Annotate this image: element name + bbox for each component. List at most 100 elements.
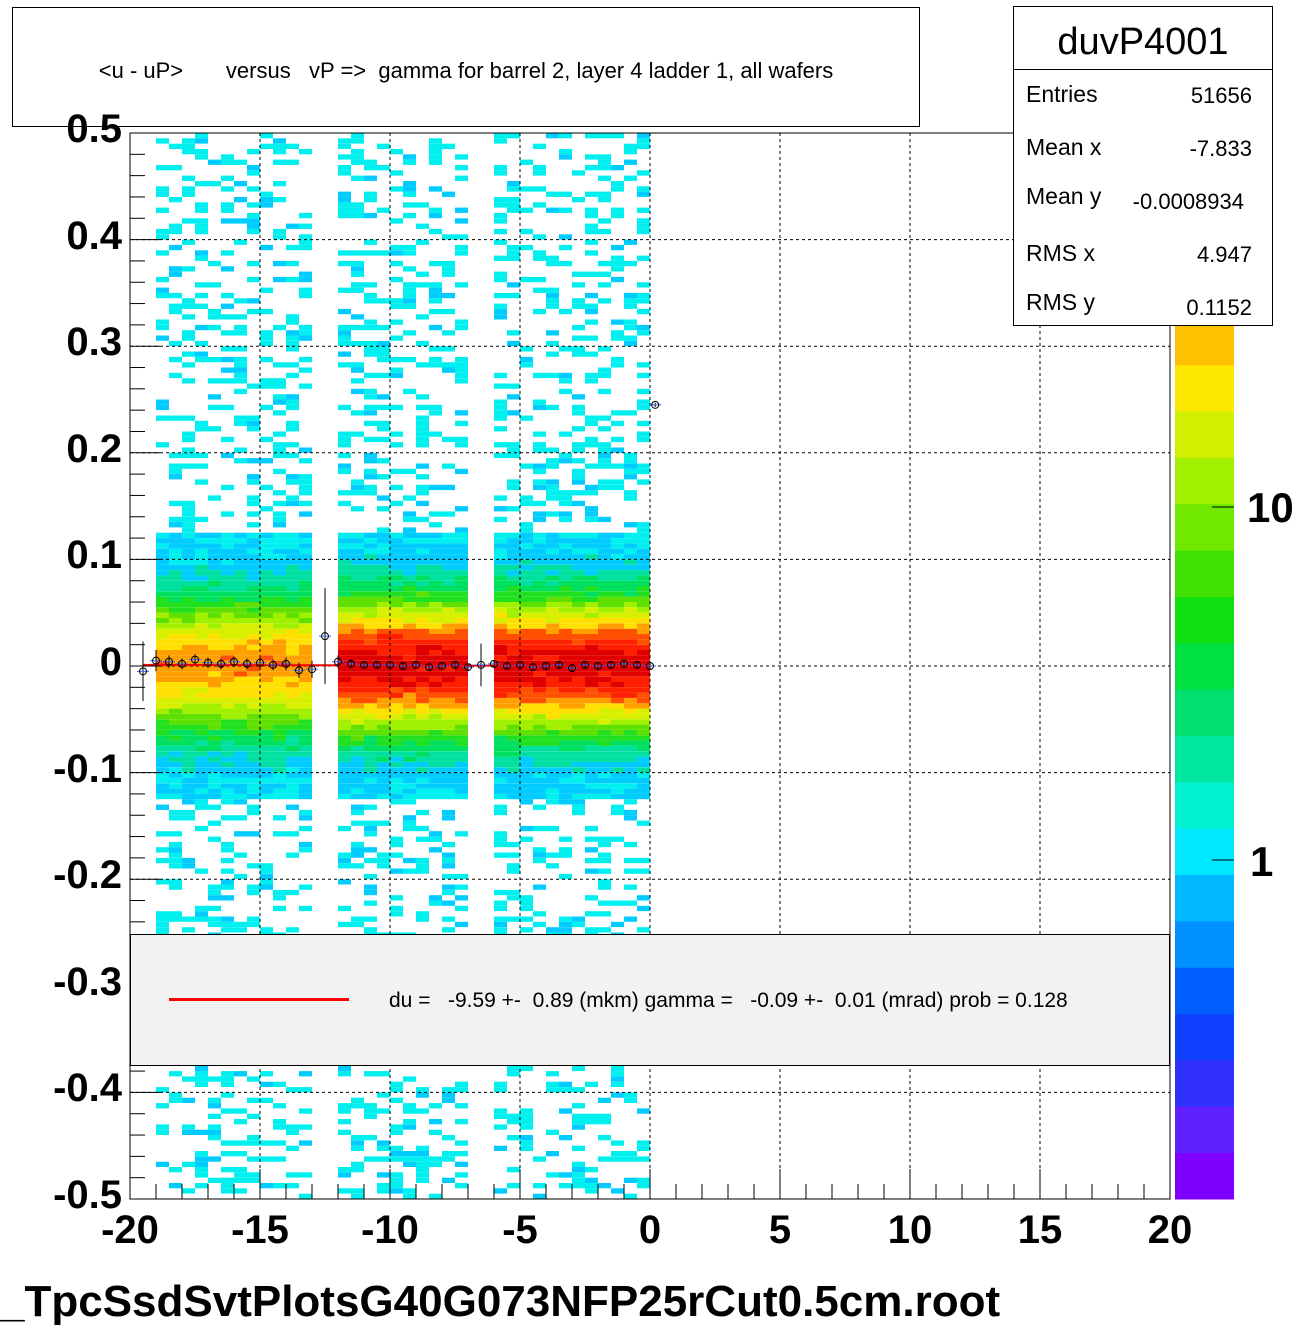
heat-cell bbox=[442, 271, 455, 277]
heat-cell bbox=[611, 570, 624, 576]
heat-cell bbox=[559, 708, 572, 714]
heat-cell bbox=[442, 143, 455, 149]
heat-cell bbox=[286, 538, 299, 544]
heat-cell bbox=[559, 260, 572, 267]
heat-cell bbox=[156, 703, 169, 709]
heat-cell bbox=[195, 250, 208, 256]
heat-cell bbox=[585, 591, 598, 597]
heat-cell bbox=[182, 1124, 195, 1130]
stat-value-rms-y: 0.1152 bbox=[1186, 295, 1252, 320]
heat-cell bbox=[624, 639, 637, 645]
heat-cell bbox=[351, 260, 364, 267]
heat-cell bbox=[182, 857, 195, 864]
heat-cell bbox=[247, 740, 260, 746]
heat-cell bbox=[273, 516, 286, 523]
heat-cell bbox=[390, 644, 403, 650]
heat-cell bbox=[156, 783, 169, 789]
heat-cell bbox=[559, 719, 572, 725]
heat-cell bbox=[169, 1092, 182, 1098]
heat-cell bbox=[351, 388, 364, 395]
heat-cell bbox=[390, 276, 403, 283]
heat-cell bbox=[559, 921, 572, 928]
heat-cell bbox=[559, 378, 572, 384]
heat-cell bbox=[455, 356, 468, 363]
heat-cell bbox=[559, 1183, 572, 1189]
heat-cell bbox=[585, 660, 598, 666]
heat-cell bbox=[286, 634, 299, 640]
heat-cell bbox=[247, 479, 260, 485]
heat-cell bbox=[273, 628, 286, 634]
heat-cell bbox=[403, 292, 416, 299]
heat-cell bbox=[156, 335, 169, 341]
heat-cell bbox=[247, 777, 260, 784]
heat-cell bbox=[533, 250, 546, 256]
heat-cell bbox=[234, 543, 247, 549]
heat-cell bbox=[403, 666, 416, 672]
heat-cell bbox=[208, 559, 221, 565]
heat-cell bbox=[390, 1151, 403, 1157]
heat-cell bbox=[611, 612, 624, 618]
heat-cell bbox=[494, 852, 507, 858]
heat-cell bbox=[351, 1103, 364, 1109]
heat-cell bbox=[273, 618, 286, 624]
heat-cell bbox=[598, 580, 611, 586]
heat-cell bbox=[299, 884, 312, 890]
heat-cell bbox=[221, 916, 234, 922]
heat-cell bbox=[520, 538, 533, 544]
x-tick-label: 15 bbox=[1017, 1208, 1063, 1252]
heat-cell bbox=[559, 452, 572, 459]
heat-cell bbox=[429, 586, 442, 592]
heat-cell bbox=[221, 772, 234, 778]
heat-cell bbox=[390, 618, 403, 624]
heat-cell bbox=[286, 889, 299, 896]
heat-cell bbox=[338, 250, 351, 256]
heat-cell bbox=[624, 143, 637, 149]
heat-cell bbox=[338, 575, 351, 581]
heat-cell bbox=[247, 889, 260, 896]
heat-cell bbox=[364, 730, 377, 736]
heat-cell bbox=[559, 847, 572, 853]
heat-cell bbox=[624, 1156, 637, 1162]
heat-cell bbox=[507, 841, 520, 848]
heat-cell bbox=[520, 905, 533, 912]
heat-cell bbox=[169, 650, 182, 656]
heat-cell bbox=[403, 250, 416, 256]
heat-cell bbox=[273, 559, 286, 565]
heat-cell bbox=[455, 575, 468, 581]
heat-cell bbox=[572, 767, 585, 773]
heat-cell bbox=[208, 772, 221, 778]
heat-cell bbox=[299, 751, 312, 757]
heat-cell bbox=[429, 612, 442, 618]
heat-cell bbox=[156, 138, 169, 144]
heat-cell bbox=[585, 223, 598, 229]
heat-cell bbox=[533, 1193, 546, 1199]
heat-cell bbox=[598, 687, 611, 693]
heat-cell bbox=[182, 788, 195, 794]
heat-cell bbox=[637, 292, 650, 299]
heat-cell bbox=[637, 468, 650, 475]
heat-cell bbox=[416, 1177, 429, 1183]
heat-cell bbox=[364, 564, 377, 570]
heat-cell bbox=[494, 1145, 507, 1151]
heat-cell bbox=[351, 367, 364, 373]
heat-cell bbox=[442, 884, 455, 890]
heat-cell bbox=[611, 548, 624, 554]
heat-cell bbox=[637, 1140, 650, 1146]
heat-cell bbox=[299, 719, 312, 725]
heat-cell bbox=[390, 852, 403, 858]
heat-cell bbox=[546, 852, 559, 858]
heat-cell bbox=[377, 1140, 390, 1146]
heat-cell bbox=[416, 698, 429, 704]
heat-cell bbox=[338, 676, 351, 682]
heat-cell bbox=[416, 793, 429, 800]
heat-cell bbox=[442, 191, 455, 197]
heat-cell bbox=[637, 404, 650, 411]
heat-cell bbox=[403, 692, 416, 698]
heat-cell bbox=[494, 575, 507, 581]
heat-cell bbox=[221, 596, 234, 602]
heat-cell bbox=[273, 548, 286, 554]
heat-cell bbox=[286, 692, 299, 698]
heat-cell bbox=[195, 788, 208, 794]
heat-cell bbox=[624, 841, 637, 848]
heat-cell bbox=[403, 719, 416, 725]
